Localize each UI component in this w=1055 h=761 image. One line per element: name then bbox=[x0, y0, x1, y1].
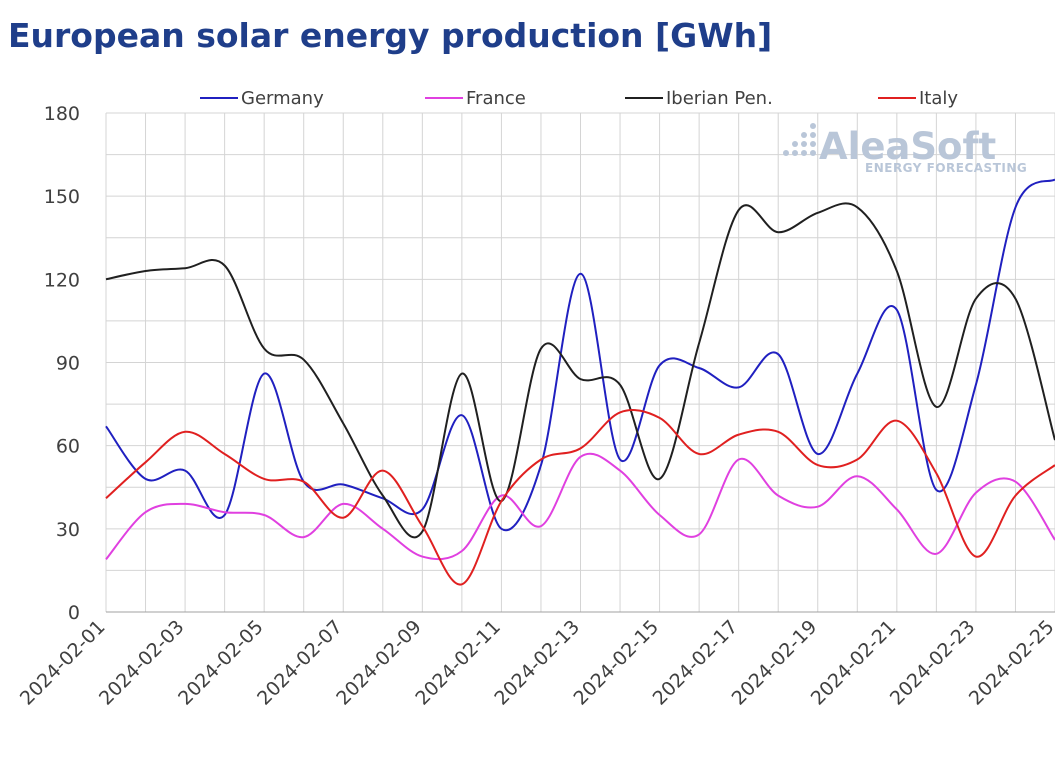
legend-label-germany: Germany bbox=[241, 88, 324, 109]
chart-title: European solar energy production [GWh] bbox=[8, 16, 773, 55]
grid-lines bbox=[105, 112, 1055, 613]
y-tick-label: 90 bbox=[56, 353, 80, 375]
legend: Germany France Iberian Pen. Italy bbox=[200, 88, 958, 109]
x-tick-label: 2024-02-25 bbox=[965, 616, 1055, 710]
y-tick-label: 30 bbox=[56, 519, 80, 541]
y-tick-label: 180 bbox=[44, 103, 80, 125]
series-line-italy bbox=[105, 409, 1055, 586]
series-line-iberian-pen bbox=[105, 202, 1055, 539]
y-tick-label: 60 bbox=[56, 436, 80, 458]
logo-tagline: ENERGY FORECASTING bbox=[865, 161, 1027, 175]
y-tick-label: 150 bbox=[44, 186, 80, 208]
legend-label-italy: Italy bbox=[919, 88, 958, 109]
legend-label-france: France bbox=[466, 88, 526, 109]
series-line-france bbox=[105, 452, 1055, 561]
y-axis-labels: 0 30 60 90 120 150 180 bbox=[44, 103, 80, 624]
y-tick-label: 0 bbox=[68, 602, 80, 624]
logo-dots-icon bbox=[783, 123, 816, 156]
series-lines bbox=[105, 178, 1055, 586]
aleasoft-logo: AleaSoft ENERGY FORECASTING bbox=[783, 123, 1027, 175]
y-tick-label: 120 bbox=[44, 269, 80, 291]
logo-name: AleaSoft bbox=[819, 125, 996, 168]
series-line-germany bbox=[105, 178, 1055, 532]
x-axis-labels: 2024-02-012024-02-032024-02-052024-02-07… bbox=[16, 616, 1055, 710]
legend-label-iberian-pen: Iberian Pen. bbox=[666, 88, 773, 109]
